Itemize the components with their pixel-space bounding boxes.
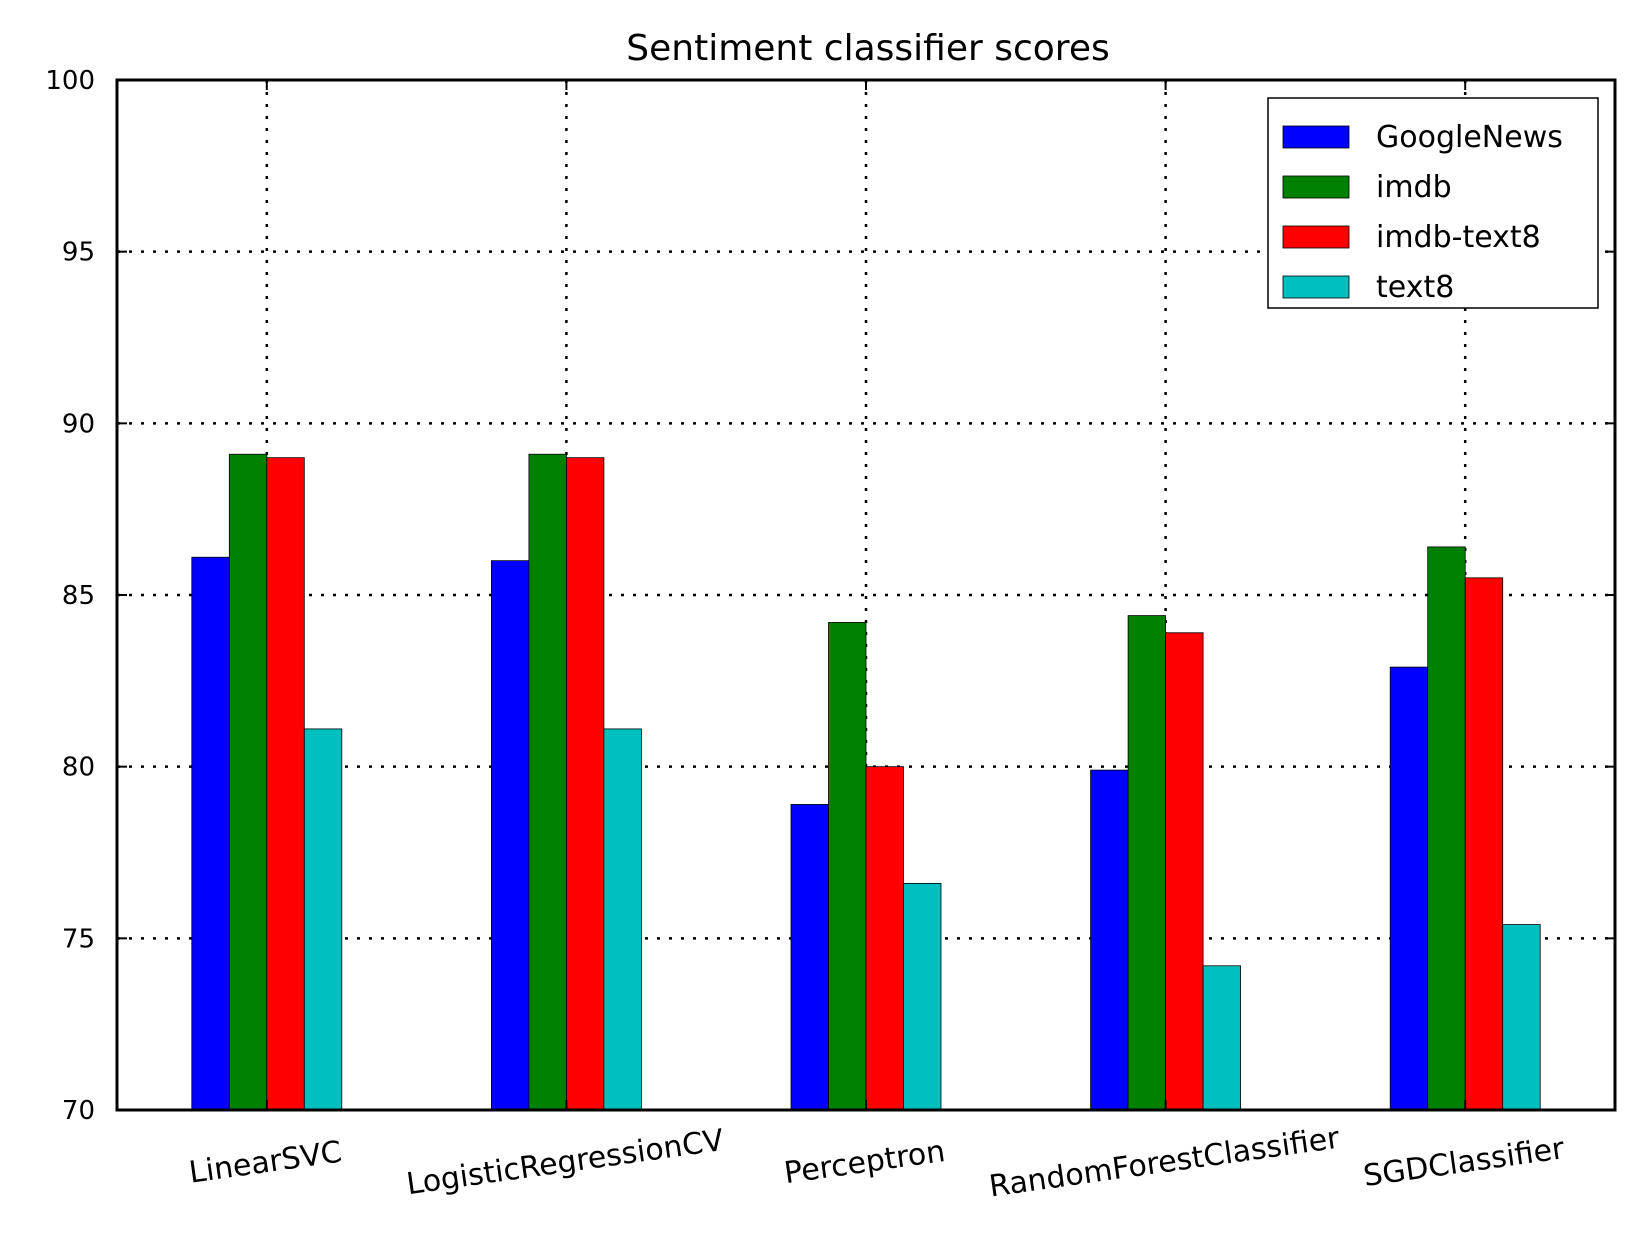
legend-swatch [1282, 125, 1350, 149]
chart-title: Sentiment classifier scores [626, 28, 1109, 69]
bar-text8 [903, 883, 942, 1111]
bar-imdb-text8 [1165, 632, 1204, 1111]
bar-imdb-text8 [266, 457, 305, 1111]
bar-GoogleNews [1389, 666, 1429, 1111]
bar-imdb [1127, 615, 1166, 1111]
y-tick-label: 85 [62, 581, 95, 611]
y-tick-label: 100 [45, 66, 95, 96]
legend-label: imdb-text8 [1376, 220, 1541, 255]
bar-GoogleNews [1090, 769, 1129, 1111]
legend-swatch [1282, 275, 1350, 299]
bar-GoogleNews [490, 560, 530, 1111]
y-tick-label: 75 [62, 924, 95, 954]
y-tick-label: 95 [62, 238, 95, 268]
bar-text8 [303, 728, 343, 1111]
bars [191, 453, 1541, 1111]
legend-label: imdb [1376, 170, 1452, 205]
category-label: LogisticRegressionCV [404, 1123, 726, 1202]
bar-text8 [1502, 924, 1541, 1111]
category-label: Perceptron [782, 1134, 947, 1191]
bar-imdb-text8 [865, 766, 904, 1111]
bar-imdb [228, 453, 268, 1111]
bar-imdb [1427, 546, 1466, 1111]
bar-imdb-text8 [1464, 577, 1504, 1111]
category-label: SGDClassifier [1361, 1131, 1567, 1194]
y-tick-label: 70 [62, 1096, 95, 1126]
legend: GoogleNews imdb imdb-text8 text8 [1267, 97, 1599, 309]
bar-imdb-text8 [566, 457, 605, 1111]
bar-GoogleNews [191, 556, 230, 1111]
y-axis: 70 75 80 85 90 95 100 [45, 66, 1615, 1126]
bar-text8 [1202, 965, 1241, 1111]
legend-swatch [1282, 225, 1350, 249]
legend-label: GoogleNews [1376, 120, 1563, 155]
y-tick-label: 90 [62, 409, 95, 439]
y-tick-label: 80 [62, 753, 95, 783]
category-label: RandomForestClassifier [987, 1121, 1342, 1205]
bar-imdb [828, 622, 867, 1111]
category-label: LinearSVC [187, 1135, 344, 1191]
bar-GoogleNews [790, 804, 829, 1111]
bar-imdb [528, 453, 567, 1111]
legend-label: text8 [1376, 270, 1454, 305]
bar-text8 [603, 728, 642, 1111]
legend-swatch [1282, 175, 1350, 199]
